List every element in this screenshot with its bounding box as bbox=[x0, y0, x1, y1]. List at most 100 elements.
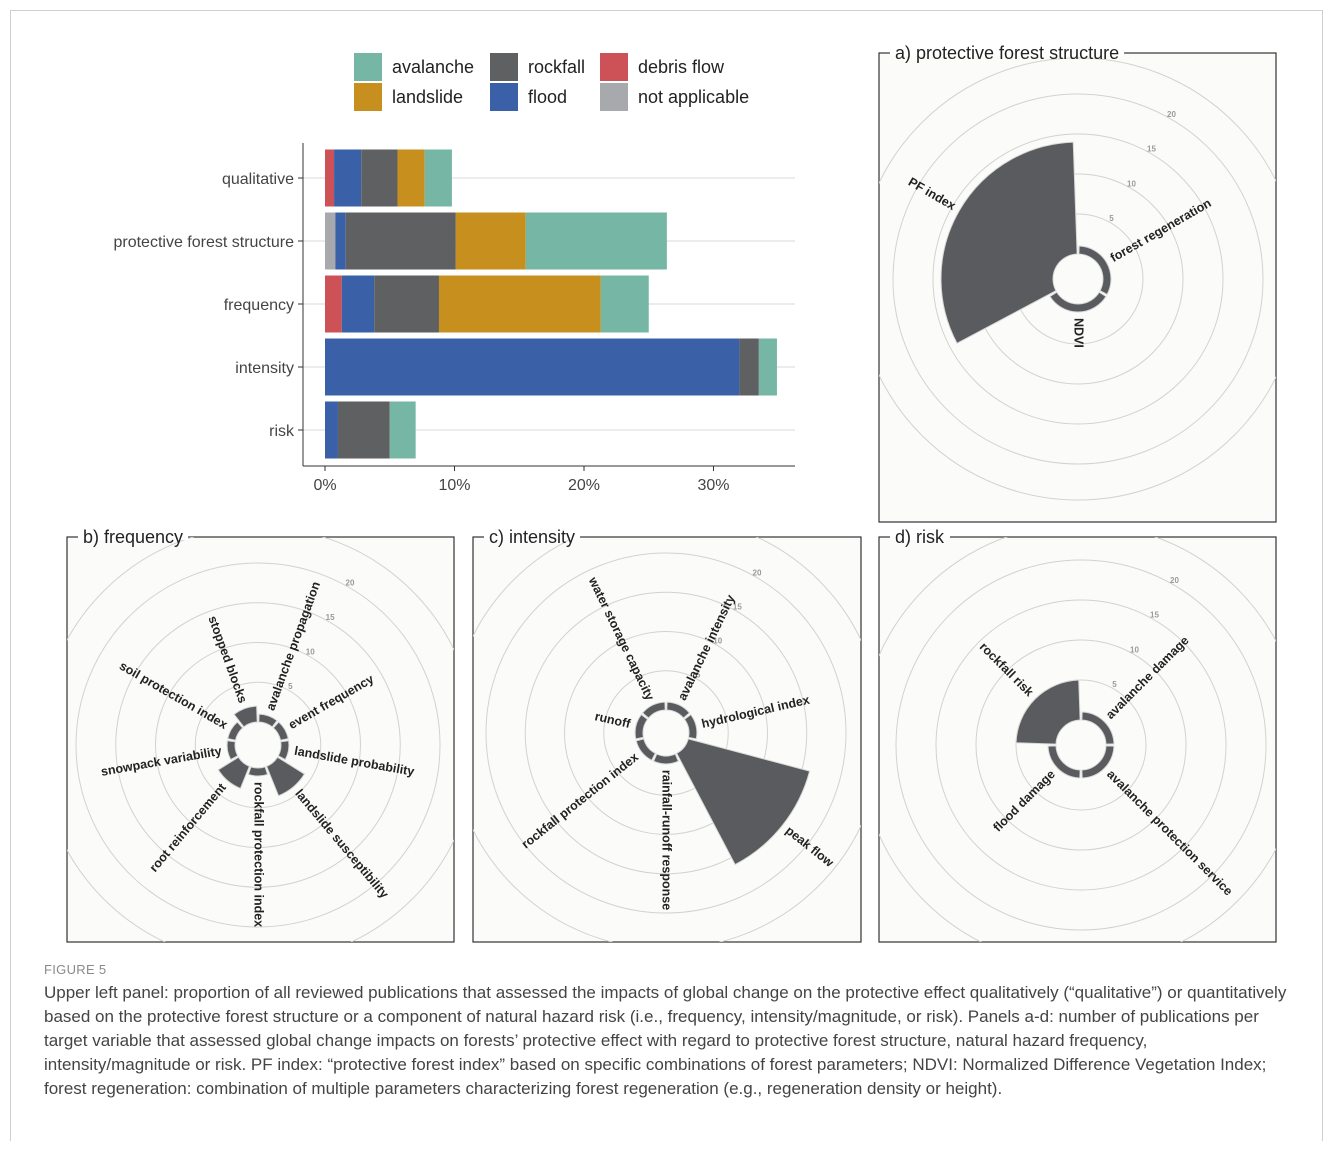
bar-avalanche-frequency bbox=[600, 275, 649, 333]
panel-title: d) risk bbox=[895, 527, 945, 547]
grid-ring-5 bbox=[603, 670, 729, 796]
ring-label: 5 bbox=[1109, 214, 1114, 223]
y-tick-label: intensity bbox=[235, 360, 294, 377]
polar-bar-peak-flow bbox=[676, 738, 811, 866]
polar-bar-landslide-susceptibility bbox=[265, 756, 306, 797]
ring-label: 5 bbox=[696, 670, 701, 679]
polar-bar-stopped-blocks bbox=[233, 705, 258, 728]
ring-label: 15 bbox=[1150, 611, 1159, 620]
ring-label: 15 bbox=[733, 602, 742, 611]
legend-swatch-avalanche bbox=[354, 53, 382, 81]
panel-title-gap bbox=[78, 534, 189, 540]
ring-label: 20 bbox=[346, 579, 355, 588]
panel-title-gap bbox=[484, 534, 581, 540]
y-tick-label: protective forest structure bbox=[113, 234, 294, 251]
ring-label: 10 bbox=[1127, 179, 1136, 188]
bar-avalanche-intensity bbox=[758, 338, 777, 396]
bar-avalanche-qualitative bbox=[424, 149, 452, 207]
figure-caption: FIGURE 5 Upper left panel: proportion of… bbox=[44, 962, 1294, 1101]
grid-ring-15 bbox=[935, 599, 1227, 891]
ring-label: 5 bbox=[1112, 680, 1117, 689]
grid-ring-15 bbox=[115, 602, 401, 888]
bar-avalanche-protective-forest-structure bbox=[525, 212, 667, 270]
polar-bar-avalanche-intensity bbox=[666, 701, 691, 719]
panel-title-gap bbox=[890, 50, 1125, 56]
polar-bar-event-frequency bbox=[272, 721, 289, 741]
bar-flood-protective-forest-structure bbox=[335, 212, 346, 270]
polar-bar-rockfall-risk bbox=[1015, 679, 1081, 745]
bar-avalanche-risk bbox=[389, 401, 416, 459]
polar-bar-soil-protection-index bbox=[227, 721, 244, 741]
polar-bar-avalanche-propagation bbox=[258, 713, 278, 728]
polar-bar-landslide-probability bbox=[277, 740, 290, 761]
polar-bar-hydrological-index bbox=[683, 713, 698, 740]
ring-label: 15 bbox=[1147, 145, 1156, 154]
grid-ring-20 bbox=[895, 559, 1267, 931]
polar-bar-runoff bbox=[634, 713, 649, 740]
grid-ring-5 bbox=[194, 681, 322, 809]
panel-title: c) intensity bbox=[489, 527, 575, 547]
bar-landslide-frequency bbox=[438, 275, 601, 333]
x-tick-label: 20% bbox=[568, 477, 600, 494]
bar-flood-risk bbox=[325, 401, 338, 459]
polar-bar-PF-index bbox=[940, 141, 1078, 344]
category-label: NDVI bbox=[1072, 318, 1086, 348]
polar-bar-snowpack-variability bbox=[226, 740, 239, 761]
polar-bar-avalanche-protection-service bbox=[1081, 745, 1115, 779]
panel-frame bbox=[66, 536, 455, 943]
grid-ring-5 bbox=[1015, 679, 1147, 811]
polar-bar-avalanche-damage bbox=[1081, 711, 1115, 745]
chart-legend: avalanche rockfall debris flow landslide flo… bbox=[354, 53, 749, 111]
polar-bar-water-storage-capacity bbox=[641, 701, 666, 719]
y-tick-label: qualitative bbox=[222, 171, 294, 188]
bar-rockfall-intensity bbox=[739, 338, 759, 396]
grid-ring-10 bbox=[975, 639, 1187, 851]
bar-flood-intensity bbox=[325, 338, 740, 396]
legend-swatch-debris-flow bbox=[600, 53, 628, 81]
category-label: rockfall protection index bbox=[252, 782, 266, 927]
legend-swatch-rockfall bbox=[490, 53, 518, 81]
grid-ring-10 bbox=[564, 631, 768, 835]
legend-swatch-not-applicable bbox=[600, 83, 628, 111]
grid-ring-20 bbox=[75, 562, 441, 928]
bar-rockfall-risk bbox=[337, 401, 390, 459]
legend-label-avalanche: avalanche bbox=[392, 57, 474, 77]
polar-bar-root-reinforcement bbox=[217, 756, 251, 790]
ring-label: 20 bbox=[753, 568, 762, 577]
ring-label: 20 bbox=[1170, 576, 1179, 585]
caption-text: Upper left panel: proportion of all revi… bbox=[44, 983, 1287, 1098]
figure-graphics: qualitative protective forest structure fr… bbox=[66, 43, 1277, 943]
bar-flood-qualitative bbox=[334, 149, 362, 207]
ring-label: 10 bbox=[1130, 645, 1139, 654]
ring-label: 10 bbox=[713, 636, 722, 645]
grid-ring-20 bbox=[485, 552, 847, 914]
bar-landslide-qualitative bbox=[397, 149, 425, 207]
panel-title-gap bbox=[890, 534, 950, 540]
polar-bar-rockfall-protection-index bbox=[247, 766, 269, 777]
legend-label-debris-flow: debris flow bbox=[638, 57, 725, 77]
ring-label: 5 bbox=[288, 682, 293, 691]
legend-label-landslide: landslide bbox=[392, 87, 463, 107]
polar-bar-NDVI bbox=[1049, 291, 1107, 313]
y-tick-label: frequency bbox=[224, 297, 294, 314]
grid-ring-10 bbox=[155, 642, 361, 848]
bar-not-applicable-protective-forest-structure bbox=[325, 212, 336, 270]
outer-ring bbox=[879, 57, 1276, 501]
bar-flood-frequency bbox=[341, 275, 375, 333]
polar-bar-forest-regeneration bbox=[1078, 245, 1112, 296]
legend-label-flood: flood bbox=[528, 87, 567, 107]
legend-swatch-landslide bbox=[354, 83, 382, 111]
bar-debris-flow-qualitative bbox=[325, 149, 335, 207]
x-tick-label: 30% bbox=[697, 477, 729, 494]
grid-ring-20 bbox=[892, 93, 1264, 465]
panel-title: a) protective forest structure bbox=[895, 43, 1119, 63]
panel-frame bbox=[472, 536, 862, 943]
polar-bar-rainfall-runoff-response bbox=[652, 753, 680, 765]
grid-ring-15 bbox=[932, 133, 1224, 425]
grid-ring-15 bbox=[524, 591, 808, 875]
legend-label-not-applicable: not applicable bbox=[638, 87, 749, 107]
